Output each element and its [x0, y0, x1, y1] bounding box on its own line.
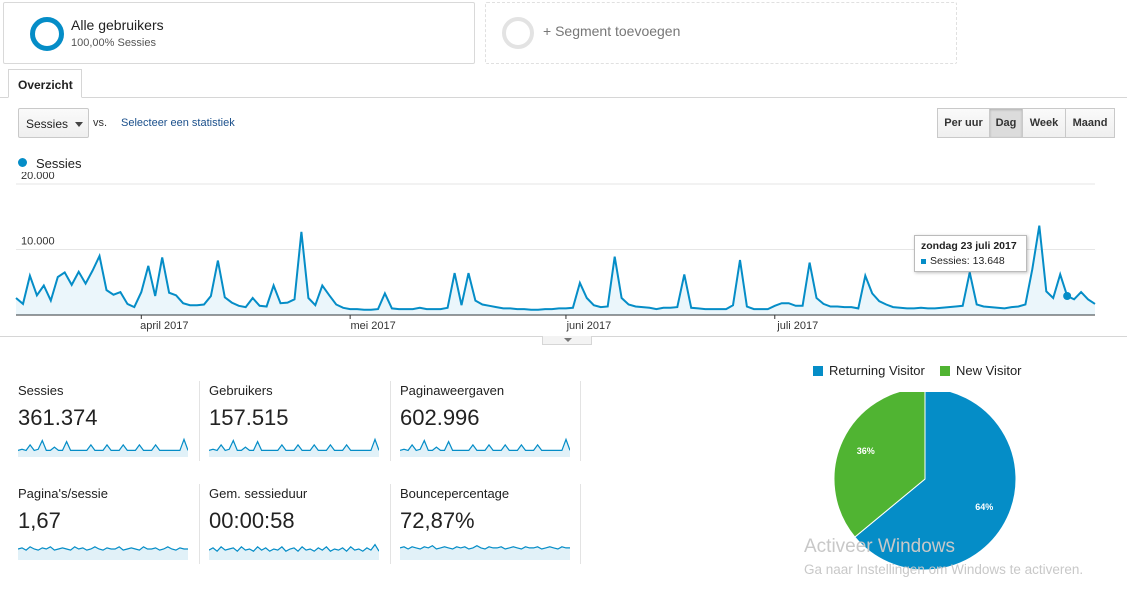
- sparkline-area: [209, 439, 379, 457]
- pie-slice-label: 36%: [857, 446, 875, 456]
- collapse-chart-toggle[interactable]: [542, 336, 592, 345]
- tooltip-date: zondag 23 juli 2017: [921, 240, 1017, 252]
- range-week-button[interactable]: Week: [1022, 108, 1066, 138]
- sparkline-line: [18, 546, 188, 551]
- metric-value: 72,87%: [400, 508, 475, 533]
- sessions-line-chart[interactable]: 20.000 10.000 april 2017 mei 2017 juni 2017…: [0, 172, 1127, 338]
- tile-separator: [580, 484, 581, 564]
- add-segment-label: + Segment toevoegen: [543, 23, 681, 39]
- tooltip-value: Sessies: 13.648: [930, 255, 1005, 267]
- segment-title: Alle gebruikers: [71, 17, 164, 33]
- date-granularity-group: Per uur Dag Week Maand: [937, 108, 1115, 138]
- metric-tile[interactable]: Gebruikers 157.515: [209, 383, 390, 465]
- sparkline-line: [209, 543, 379, 553]
- visitor-type-pie-chart[interactable]: 64% 36%: [830, 392, 1020, 572]
- metric-tile[interactable]: Gem. sessieduur 00:00:58: [209, 486, 390, 568]
- sparkline-line: [400, 544, 570, 550]
- tooltip-row: Sessies: 13.648: [921, 255, 1026, 267]
- metric-label: Paginaweergaven: [400, 383, 505, 398]
- metric-tile[interactable]: Paginaweergaven 602.996: [400, 383, 581, 465]
- tile-separator: [199, 484, 200, 564]
- y-tick-label: 20.000: [21, 172, 55, 182]
- sparkline-line: [400, 437, 570, 452]
- x-tick-label: juli 2017: [776, 320, 818, 332]
- x-tick-label: mei 2017: [351, 320, 396, 332]
- metric-sparkline: [18, 546, 188, 560]
- metric-value: 602.996: [400, 405, 480, 430]
- segment-subtitle: 100,00% Sessies: [71, 37, 156, 49]
- pie-legend-returning-label: Returning Visitor: [829, 363, 925, 378]
- returning-visitor-swatch: [813, 365, 823, 376]
- tile-separator: [390, 484, 391, 564]
- tile-separator: [199, 381, 200, 461]
- activate-windows-title: Activeer Windows: [804, 536, 955, 557]
- metric-sparkline: [209, 437, 379, 457]
- sparkline-line: [18, 437, 188, 452]
- metric-label: Bouncepercentage: [400, 486, 510, 501]
- sessions-line: [15, 225, 1096, 311]
- metric-dropdown-value: Sessies: [26, 117, 69, 131]
- activate-windows-subtitle: Ga naar Instellingen om Windows te activ…: [804, 562, 1084, 577]
- x-tick-label: juni 2017: [566, 320, 612, 332]
- chart-legend-label: Sessies: [36, 156, 82, 171]
- metric-sparkline: [209, 543, 379, 560]
- sparkline-area: [209, 544, 379, 560]
- collapse-arrow-icon: [564, 338, 572, 342]
- empty-segment-ring-icon: [502, 17, 534, 49]
- x-tick-label: april 2017: [140, 320, 188, 332]
- metric-value: 157.515: [209, 405, 289, 430]
- metric-value: 361.374: [18, 405, 98, 430]
- sparkline-area: [18, 439, 188, 457]
- metric-tile[interactable]: Bouncepercentage 72,87%: [400, 486, 581, 568]
- tile-separator: [390, 381, 391, 461]
- pie-legend-new-label: New Visitor: [956, 363, 1022, 378]
- vs-label: vs.: [93, 117, 108, 129]
- metric-sparkline: [18, 437, 188, 457]
- add-segment-button[interactable]: + Segment toevoegen: [485, 2, 957, 64]
- metric-tile[interactable]: Pagina's/sessie 1,67: [18, 486, 199, 568]
- metric-label: Sessies: [18, 383, 64, 398]
- range-day-button[interactable]: Dag: [989, 108, 1023, 138]
- segment-all-users[interactable]: Alle gebruikers 100,00% Sessies: [3, 2, 475, 64]
- series-color-dot: [18, 158, 27, 167]
- metric-sparkline: [400, 544, 570, 560]
- metric-label: Pagina's/sessie: [18, 486, 108, 501]
- metric-value: 00:00:58: [209, 508, 295, 533]
- range-month-button[interactable]: Maand: [1065, 108, 1115, 138]
- metric-value: 1,67: [18, 508, 61, 533]
- chevron-down-icon: [75, 122, 83, 127]
- pie-legend-returning[interactable]: Returning Visitor: [813, 363, 925, 378]
- pie-slice-label: 64%: [975, 502, 993, 512]
- sparkline-area: [18, 546, 188, 560]
- metric-sparkline: [400, 437, 570, 457]
- sessions-area: [16, 225, 1095, 315]
- pie-legend-new[interactable]: New Visitor: [940, 363, 1022, 378]
- series-square-icon: [921, 258, 926, 264]
- sparkline-line: [209, 437, 379, 452]
- pie-slice[interactable]: [854, 392, 1017, 571]
- sparkline-area: [400, 439, 570, 457]
- segment-ring-icon: [30, 17, 64, 51]
- metric-tile[interactable]: Sessies 361.374: [18, 383, 199, 465]
- metric-label: Gem. sessieduur: [209, 486, 308, 501]
- metric-dropdown[interactable]: Sessies: [18, 108, 89, 138]
- highlighted-point[interactable]: [1063, 292, 1072, 301]
- tile-separator: [580, 381, 581, 461]
- range-hourly-button[interactable]: Per uur: [937, 108, 990, 138]
- metric-label: Gebruikers: [209, 383, 273, 398]
- tab-divider: [0, 97, 1127, 98]
- select-statistic-link[interactable]: Selecteer een statistiek: [121, 117, 235, 129]
- new-visitor-swatch: [940, 365, 950, 376]
- tab-overview[interactable]: Overzicht: [8, 69, 82, 98]
- pie-slice[interactable]: [833, 392, 926, 538]
- sparkline-area: [400, 545, 570, 560]
- chart-tooltip: zondag 23 juli 2017 Sessies: 13.648: [914, 235, 1027, 272]
- y-tick-label: 10.000: [21, 236, 55, 248]
